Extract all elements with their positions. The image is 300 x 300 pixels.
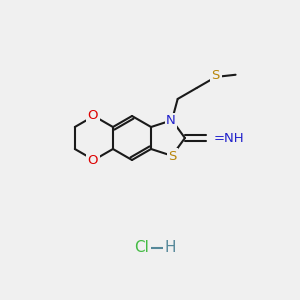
Text: Cl: Cl (135, 241, 149, 256)
Text: O: O (88, 154, 98, 167)
Text: =NH: =NH (214, 131, 244, 145)
Text: S: S (212, 70, 220, 83)
Text: H: H (164, 241, 176, 256)
Text: S: S (168, 150, 177, 163)
Text: N: N (166, 114, 176, 127)
Text: O: O (88, 109, 98, 122)
